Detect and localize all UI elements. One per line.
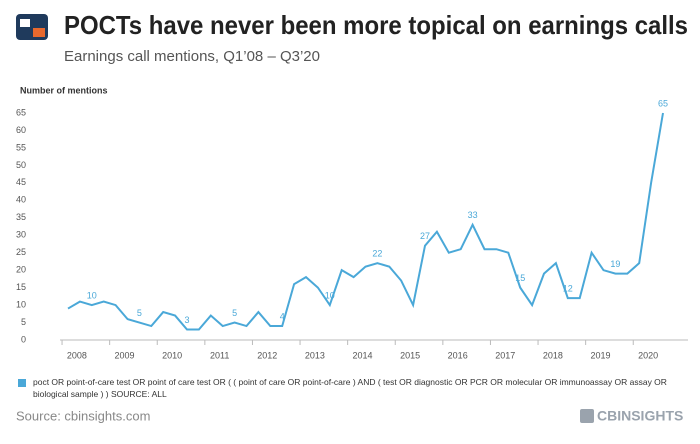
- y-tick-label: 0: [21, 334, 26, 344]
- x-tick-label: 2019: [590, 350, 610, 360]
- brand-logo: CBINSIGHTS: [580, 408, 683, 424]
- x-tick-label: 2009: [114, 350, 134, 360]
- x-tick-label: 2010: [162, 350, 182, 360]
- legend-swatch: [18, 379, 26, 387]
- data-label: 19: [610, 259, 620, 269]
- y-tick-label: 45: [16, 177, 26, 187]
- y-tick-label: 30: [16, 230, 26, 240]
- chart-subtitle: Earnings call mentions, Q1’08 – Q3’20: [64, 48, 320, 65]
- data-label: 22: [372, 249, 382, 259]
- data-label: 15: [515, 273, 525, 283]
- x-tick-label: 2014: [352, 350, 372, 360]
- source: Source: cbinsights.com: [16, 408, 150, 423]
- data-label: 5: [137, 308, 142, 318]
- y-tick-label: 40: [16, 195, 26, 205]
- x-tick-label: 2020: [638, 350, 658, 360]
- x-tick-label: 2017: [495, 350, 515, 360]
- x-tick-label: 2015: [400, 350, 420, 360]
- legend-label: poct OR point-of-care test OR point of c…: [33, 377, 667, 399]
- data-label: 33: [468, 210, 478, 220]
- x-tick-label: 2011: [210, 350, 229, 360]
- x-tick-label: 2018: [543, 350, 563, 360]
- logo: [16, 14, 48, 40]
- data-label: 65: [658, 98, 668, 108]
- x-tick-label: 2013: [305, 350, 325, 360]
- series-line: [67, 112, 664, 331]
- y-tick-label: 15: [16, 282, 26, 292]
- y-tick-label: 10: [16, 299, 26, 309]
- data-label: 27: [420, 231, 430, 241]
- y-tick-label: 25: [16, 247, 26, 257]
- y-axis-label: Number of mentions: [20, 85, 108, 95]
- y-tick-label: 60: [16, 125, 26, 135]
- legend: poct OR point-of-care test OR point of c…: [18, 376, 673, 400]
- y-tick-label: 55: [16, 142, 26, 152]
- y-tick-label: 35: [16, 212, 26, 222]
- chart-title: POCTs have never been more topical on ea…: [64, 10, 688, 40]
- brand: CBINSIGHTS: [597, 408, 683, 424]
- data-label: 5: [232, 308, 237, 318]
- data-label: 3: [184, 315, 189, 325]
- data-label: 10: [87, 290, 97, 300]
- data-label: 12: [563, 283, 573, 293]
- data-label: 10: [325, 290, 335, 300]
- y-tick-label: 65: [16, 107, 26, 117]
- x-tick-label: 2008: [67, 350, 87, 360]
- y-tick-label: 50: [16, 160, 26, 170]
- y-tick-label: 5: [21, 317, 26, 327]
- data-label: 4: [280, 311, 285, 321]
- y-tick-label: 20: [16, 265, 26, 275]
- x-tick-label: 2012: [257, 350, 277, 360]
- x-tick-label: 2016: [448, 350, 468, 360]
